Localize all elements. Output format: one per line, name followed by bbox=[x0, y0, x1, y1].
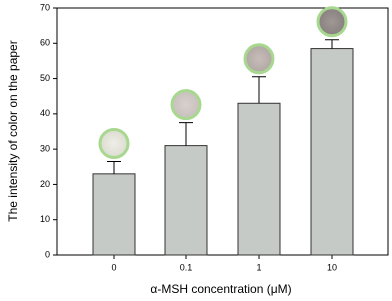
x-tick-label: 10 bbox=[327, 262, 337, 272]
y-tick-label: 30 bbox=[40, 144, 50, 154]
paper-spot bbox=[316, 6, 348, 38]
x-tick-label: 0.1 bbox=[180, 262, 193, 272]
error-bar bbox=[179, 122, 193, 146]
error-bar bbox=[325, 39, 339, 49]
bar bbox=[92, 173, 136, 256]
y-tick-label: 0 bbox=[45, 249, 50, 259]
y-tick-label: 60 bbox=[40, 38, 50, 48]
bar bbox=[310, 48, 354, 256]
x-tick-label: 1 bbox=[256, 262, 261, 272]
plot-frame bbox=[56, 7, 389, 256]
paper-spot bbox=[98, 127, 130, 159]
error-bar bbox=[252, 76, 266, 104]
y-tick-label: 70 bbox=[40, 2, 50, 12]
x-tick-label: 0 bbox=[111, 262, 116, 272]
paper-spot bbox=[170, 89, 202, 121]
y-tick-label: 50 bbox=[40, 73, 50, 83]
bar bbox=[237, 102, 281, 256]
paper-spot bbox=[243, 43, 275, 75]
bar bbox=[164, 145, 208, 256]
y-tick-label: 20 bbox=[40, 179, 50, 189]
y-tick-label: 10 bbox=[40, 214, 50, 224]
y-tick-label: 40 bbox=[40, 108, 50, 118]
y-axis-label: The intensity of color on the paper bbox=[6, 40, 20, 221]
error-bar bbox=[107, 160, 121, 174]
x-axis-label: α-MSH concentration (μM) bbox=[150, 282, 291, 296]
